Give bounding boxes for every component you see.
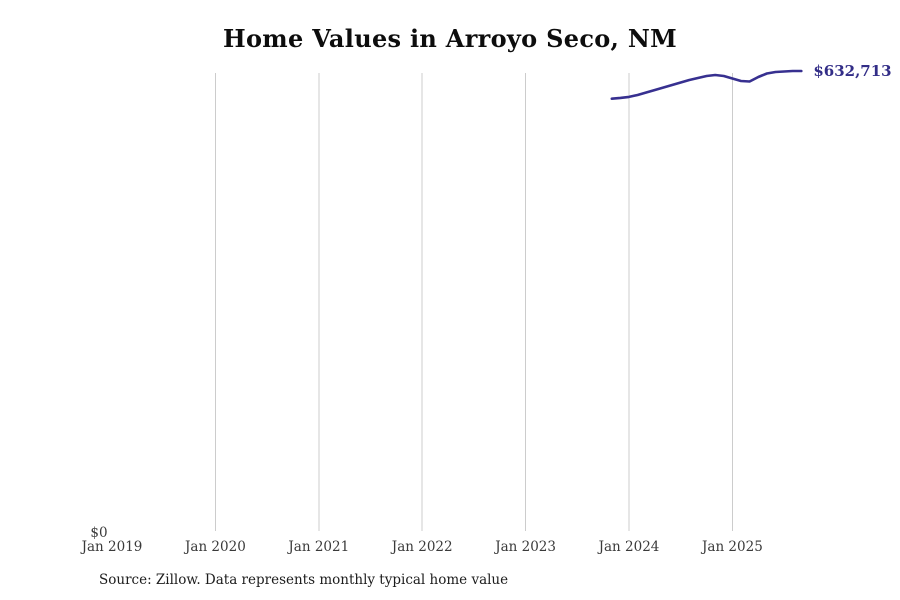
chart-title: Home Values in Arroyo Seco, NM [223,24,677,53]
y-zero-label: $0 [90,525,107,541]
source-note: Source: Zillow. Data represents monthly … [99,572,509,588]
current-value-label: $632,713 [813,62,891,80]
x-tick-jan-2022: Jan 2022 [390,539,453,555]
home-value-line [610,69,803,100]
x-tick-jan-2019: Jan 2019 [80,539,143,555]
x-tick-jan-2021: Jan 2021 [286,539,349,555]
x-tick-jan-2023: Jan 2023 [493,539,556,555]
x-tick-jan-2024: Jan 2024 [597,539,660,555]
x-tick-jan-2025: Jan 2025 [700,539,763,555]
x-tick-jan-2020: Jan 2020 [183,539,246,555]
